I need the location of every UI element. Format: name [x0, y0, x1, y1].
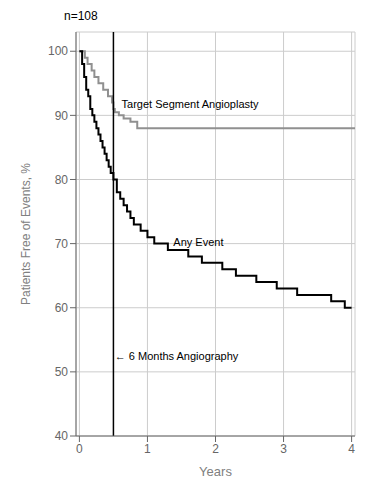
html-text:n=108: n=108: [64, 9, 98, 23]
svg-text:Any Event: Any Event: [173, 236, 223, 248]
svg-text:80: 80: [55, 173, 69, 187]
svg-text:1: 1: [144, 442, 151, 456]
svg-text:Target Segment Angioplasty: Target Segment Angioplasty: [122, 98, 259, 110]
svg-text:100: 100: [48, 44, 68, 58]
svg-text:Patients Free of Events, %: Patients Free of Events, %: [19, 163, 33, 305]
svg-text:0: 0: [76, 442, 83, 456]
svg-text:90: 90: [55, 109, 69, 123]
svg-text:Years: Years: [199, 464, 232, 479]
svg-text:4: 4: [348, 442, 355, 456]
svg-text:50: 50: [55, 365, 69, 379]
svg-text:60: 60: [55, 301, 69, 315]
svg-text:70: 70: [55, 237, 69, 251]
svg-text:2: 2: [212, 442, 219, 456]
svg-text:← 6 Months Angiography: ← 6 Months Angiography: [115, 350, 239, 362]
svg-text:3: 3: [280, 442, 287, 456]
svg-text:40: 40: [55, 429, 69, 443]
